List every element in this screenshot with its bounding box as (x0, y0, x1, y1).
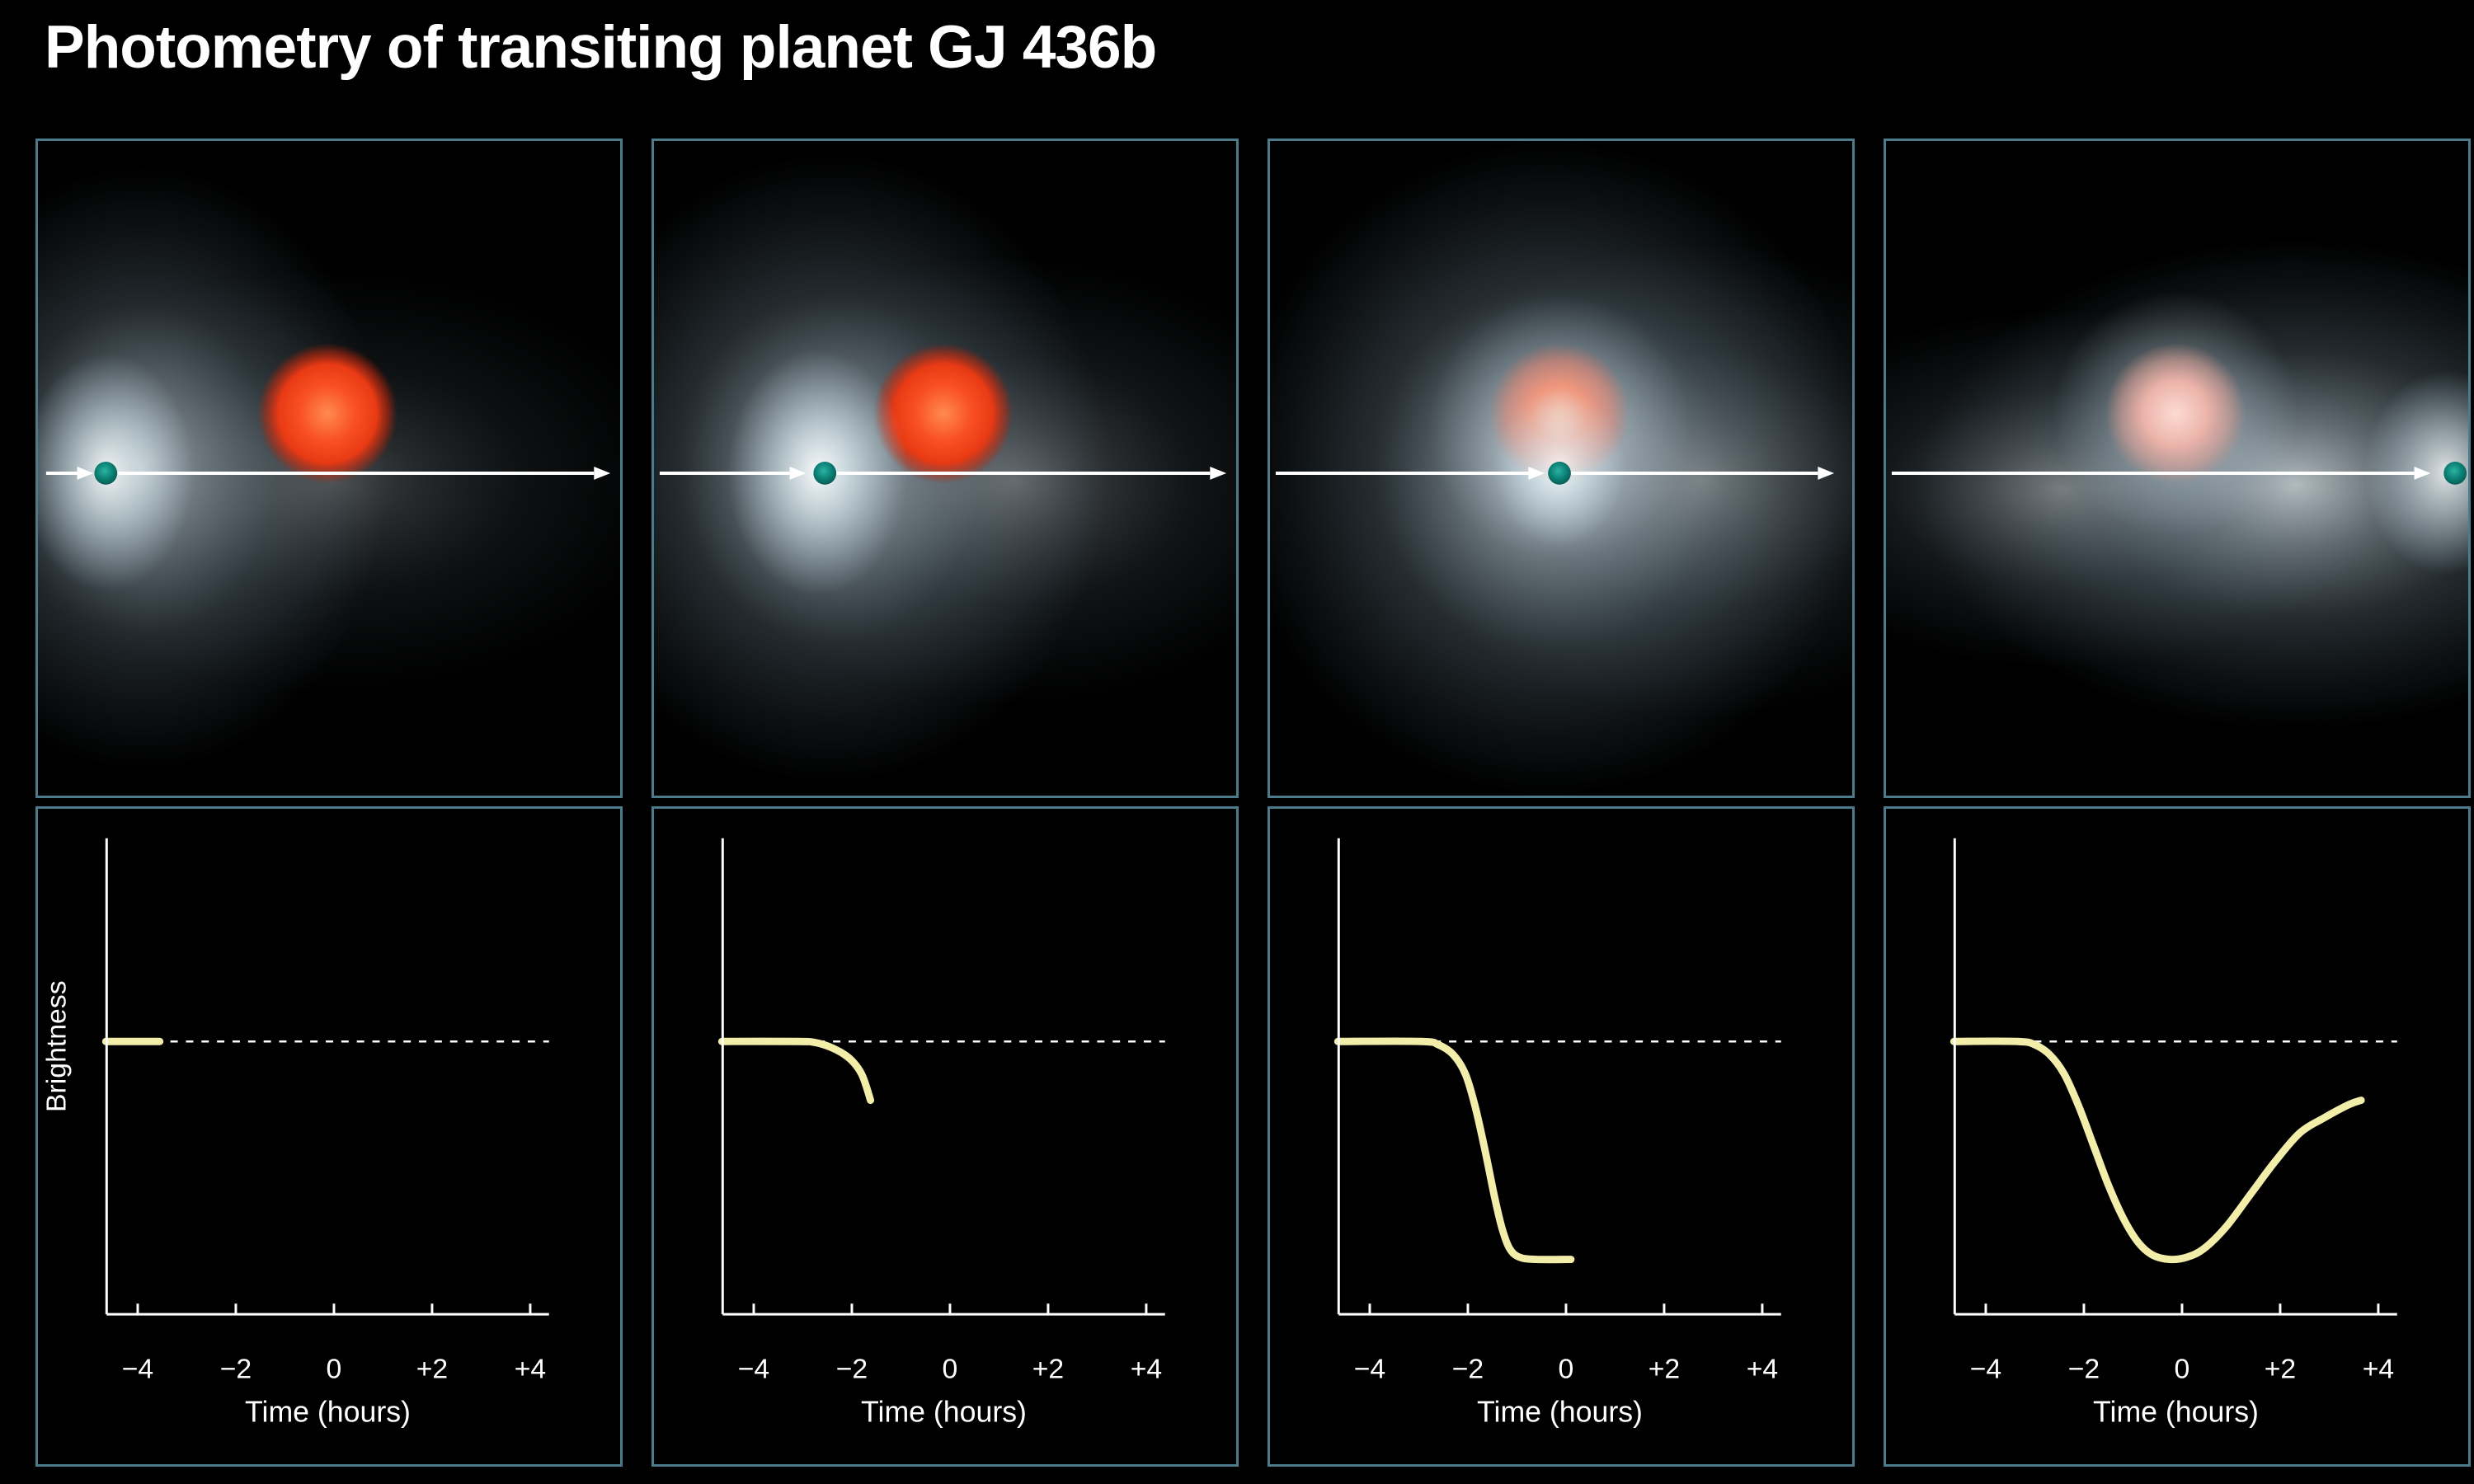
x-tick-label: 0 (2175, 1354, 2190, 1385)
x-axis-label: Time (hours) (861, 1395, 1027, 1428)
x-tick-label: 0 (943, 1354, 958, 1385)
x-tick-label: +2 (2265, 1354, 2296, 1385)
scene-illustration-1 (38, 165, 620, 772)
scene-panel-3 (1268, 139, 1855, 798)
x-axis-label: Time (hours) (245, 1395, 411, 1428)
x-tick-label: −4 (738, 1354, 769, 1385)
y-axis-label: Brightness (41, 980, 73, 1112)
plot-panel-4: −4 −2 0 +2 +4 Time (hours) (1884, 806, 2471, 1467)
red-dwarf-star (256, 343, 398, 484)
x-tick-label: −4 (122, 1354, 153, 1385)
panel-column-1: −4 −2 0 +2 +4 Time (hours) Brightness (35, 139, 623, 1467)
orbit-arrow-head-icon (1528, 467, 1545, 480)
scene-panel-4 (1884, 139, 2471, 798)
x-tick-label: −2 (220, 1354, 252, 1385)
orbit-arrow-head-icon (594, 467, 611, 480)
light-curve-plot-4: −4 −2 0 +2 +4 Time (hours) (1950, 838, 2397, 1428)
scene-panel-2 (651, 139, 1239, 798)
plot-panel-2: −4 −2 0 +2 +4 Time (hours) (651, 806, 1239, 1467)
x-tick-label: +2 (1032, 1354, 1064, 1385)
light-curve-plot-2: −4 −2 0 +2 +4 Time (hours) (717, 838, 1165, 1428)
orbit-arrow-head-icon (1210, 467, 1227, 480)
red-dwarf-star (872, 343, 1014, 484)
x-tick-label: 0 (1559, 1354, 1574, 1385)
planet-gj436b (1548, 462, 1571, 485)
x-tick-label: −4 (1970, 1354, 2001, 1385)
x-tick-label: +4 (515, 1354, 546, 1385)
x-tick-label: −2 (836, 1354, 868, 1385)
panel-columns: −4 −2 0 +2 +4 Time (hours) Brightness −4 −2 0 +2 +… (35, 139, 2471, 1467)
scene-illustration-3 (1270, 141, 1852, 796)
planet-gj436b (813, 462, 837, 485)
x-tick-label: −2 (2068, 1354, 2100, 1385)
x-tick-label: −4 (1354, 1354, 1385, 1385)
plot-panel-1: −4 −2 0 +2 +4 Time (hours) Brightness (35, 806, 623, 1467)
x-axis-label: Time (hours) (1477, 1395, 1643, 1428)
x-tick-label: +2 (1649, 1354, 1680, 1385)
x-tick-label: +4 (2363, 1354, 2394, 1385)
orbit-arrow-head-icon (789, 467, 807, 480)
scene-illustration-4 (1886, 239, 2468, 730)
planet-gj436b (2443, 462, 2467, 485)
x-tick-label: +4 (1747, 1354, 1778, 1385)
x-tick-label: +4 (1131, 1354, 1162, 1385)
brightness-curve (717, 1037, 875, 1105)
light-curve-plot-1: −4 −2 0 +2 +4 Time (hours) Brightness (41, 838, 549, 1428)
light-curve-plot-3: −4 −2 0 +2 +4 Time (hours) (1333, 838, 1781, 1428)
orbit-arrow-head-icon (1818, 467, 1835, 480)
x-tick-label: +2 (416, 1354, 448, 1385)
panel-column-3: −4 −2 0 +2 +4 Time (hours) (1268, 139, 1855, 1467)
brightness-curve (1333, 1037, 1575, 1264)
planet-gj436b (94, 462, 118, 485)
plot-panel-3: −4 −2 0 +2 +4 Time (hours) (1268, 806, 1855, 1467)
comet-glow-core (2053, 290, 2298, 537)
orbit-arrow-head-icon (77, 467, 94, 480)
figure-title: Photometry of transiting planet GJ 436b (45, 14, 1157, 81)
scene-illustration-2 (654, 153, 1236, 783)
brightness-curve (1950, 1037, 2365, 1264)
panel-column-2: −4 −2 0 +2 +4 Time (hours) (651, 139, 1239, 1467)
x-tick-label: 0 (327, 1354, 342, 1385)
orbit-arrow-head-icon (2414, 467, 2431, 480)
x-axis-label: Time (hours) (2093, 1395, 2259, 1428)
scene-panel-1 (35, 139, 623, 798)
panel-column-4: −4 −2 0 +2 +4 Time (hours) (1884, 139, 2471, 1467)
x-tick-label: −2 (1452, 1354, 1484, 1385)
